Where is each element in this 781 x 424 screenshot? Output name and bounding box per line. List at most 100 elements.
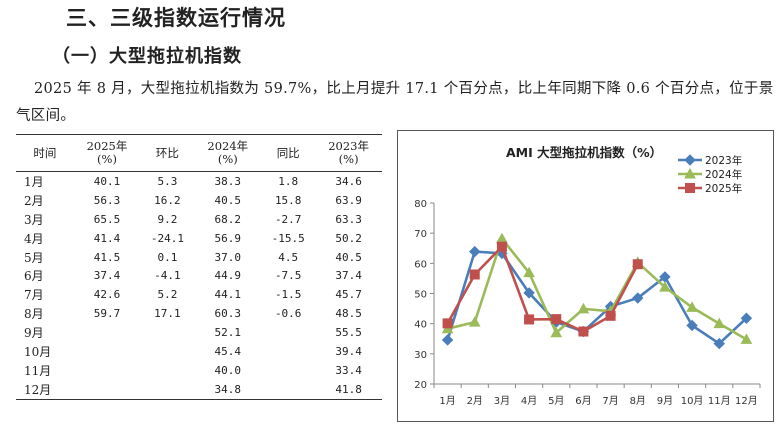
legend-label: 2024年 bbox=[705, 168, 742, 181]
cell-y2025: 37.4 bbox=[93, 269, 121, 283]
chart-title: AMI 大型拖拉机指数（%） bbox=[506, 145, 662, 160]
table-row: 11月 40.0 33.4 bbox=[16, 361, 382, 380]
cell-month: 7月 bbox=[24, 288, 44, 303]
data-point bbox=[713, 317, 726, 329]
x-tick-label: 8月 bbox=[630, 395, 646, 407]
y-tick-label: 60 bbox=[414, 259, 427, 270]
cell-yoy bbox=[261, 379, 316, 400]
cell-yoy bbox=[261, 323, 315, 342]
cell-y2024: 37.0 bbox=[214, 250, 242, 264]
cell-y2024: 44.1 bbox=[214, 288, 242, 302]
cell-yoy: -15.5 bbox=[271, 231, 305, 245]
data-point bbox=[577, 302, 590, 314]
cell-y2023: 45.7 bbox=[335, 288, 362, 302]
cell-y2024: 44.9 bbox=[214, 269, 242, 283]
x-tick-label: 4月 bbox=[521, 395, 537, 407]
data-point bbox=[524, 314, 535, 325]
table-row: 6月 37.4 -4.1 44.9 -7.5 37.4 bbox=[16, 266, 382, 285]
cell-y2024: 38.3 bbox=[214, 174, 242, 188]
cell-yoy: 4.5 bbox=[278, 250, 299, 264]
cell-mom bbox=[140, 342, 194, 361]
y-tick-label: 80 bbox=[414, 199, 427, 210]
data-point bbox=[523, 287, 535, 299]
cell-yoy: -0.6 bbox=[274, 307, 302, 321]
cell-month: 10月 bbox=[24, 344, 52, 359]
cell-y2025: 65.5 bbox=[93, 212, 121, 226]
cell-y2023: 63.3 bbox=[335, 212, 362, 226]
cell-mom: 9.2 bbox=[157, 212, 178, 226]
cell-yoy bbox=[261, 342, 315, 361]
cell-y2025 bbox=[74, 323, 141, 342]
data-point bbox=[550, 326, 563, 338]
x-tick-label: 7月 bbox=[602, 395, 618, 407]
cell-yoy: -7.5 bbox=[274, 269, 302, 283]
data-point bbox=[469, 245, 481, 258]
cell-y2024: 40.5 bbox=[214, 193, 242, 207]
cell-y2025: 40.1 bbox=[93, 174, 121, 188]
legend-marker bbox=[684, 154, 696, 166]
chart-container: AMI 大型拖拉机指数（%） 2023年 2024年 2025年 20 30 40 50 6… bbox=[397, 130, 774, 422]
cell-month: 1月 bbox=[24, 174, 44, 189]
cell-y2023: 55.5 bbox=[335, 326, 362, 340]
table-header-row: 时间 2025年 (%) 环比 2024年 (%) 同比 2023年 (%) bbox=[16, 134, 382, 172]
section-heading: 三、三级指数运行情况 bbox=[66, 6, 286, 30]
cell-y2025: 41.4 bbox=[93, 231, 121, 245]
data-point bbox=[713, 337, 725, 350]
data-point bbox=[686, 301, 698, 312]
legend-label: 2025年 bbox=[705, 182, 742, 195]
cell-y2025: 41.5 bbox=[93, 250, 121, 264]
cell-y2025 bbox=[73, 379, 141, 400]
cell-y2023: 50.2 bbox=[335, 231, 362, 245]
x-tick-label: 11月 bbox=[708, 395, 731, 407]
cell-y2024: 68.2 bbox=[214, 212, 242, 226]
cell-y2024: 45.4 bbox=[214, 344, 242, 358]
cell-yoy: 1.8 bbox=[278, 174, 299, 188]
cell-y2023: 48.5 bbox=[335, 307, 362, 321]
cell-y2023: 39.4 bbox=[335, 344, 362, 358]
data-point bbox=[442, 318, 453, 329]
cell-y2023: 37.4 bbox=[335, 269, 362, 283]
header-2024: 2024年 (%) bbox=[194, 134, 262, 172]
data-point bbox=[496, 241, 507, 252]
series-2 bbox=[442, 241, 643, 337]
summary-paragraph: 2025 年 8 月，大型拖拉机指数为 59.7%，比上月提升 17.1 个百分… bbox=[16, 81, 774, 124]
cell-y2025: 56.3 bbox=[93, 193, 121, 207]
table-row: 4月 41.4 -24.1 56.9 -15.5 50.2 bbox=[16, 229, 382, 248]
table-row: 10月 45.4 39.4 bbox=[16, 342, 382, 361]
cell-mom: -24.1 bbox=[150, 231, 184, 245]
index-table: 时间 2025年 (%) 环比 2024年 (%) 同比 2023年 (%) 1月 40… bbox=[16, 134, 382, 400]
data-point bbox=[551, 314, 562, 325]
data-point bbox=[659, 281, 671, 292]
y-tick-label: 40 bbox=[414, 320, 427, 331]
data-point bbox=[605, 310, 616, 321]
header-2023: 2023年 (%) bbox=[315, 134, 382, 172]
data-point bbox=[740, 333, 753, 344]
cell-y2025 bbox=[74, 342, 141, 361]
cell-mom bbox=[140, 361, 194, 380]
cell-month: 2月 bbox=[24, 193, 44, 208]
series-1 bbox=[441, 232, 753, 344]
table-row: 9月 52.1 55.5 bbox=[16, 323, 382, 342]
data-point bbox=[632, 259, 643, 270]
cell-yoy: -1.5 bbox=[274, 288, 302, 302]
cell-mom bbox=[140, 323, 194, 342]
cell-y2025 bbox=[74, 361, 141, 380]
cell-y2024: 56.9 bbox=[214, 231, 242, 245]
header-month: 时间 bbox=[16, 134, 74, 172]
y-tick-label: 30 bbox=[414, 350, 427, 361]
legend-marker bbox=[685, 183, 695, 193]
cell-month: 5月 bbox=[24, 250, 44, 265]
data-point bbox=[632, 292, 644, 304]
cell-mom bbox=[140, 379, 195, 400]
chart-series bbox=[441, 232, 753, 350]
cell-mom: 5.2 bbox=[157, 288, 178, 302]
table-row: 8月 59.7 17.1 60.3 -0.6 48.5 bbox=[16, 304, 382, 323]
x-tick-label: 1月 bbox=[439, 395, 455, 407]
subsection-heading: （一）大型拖拉机指数 bbox=[52, 46, 242, 67]
data-point bbox=[469, 269, 480, 280]
x-tick-label: 12月 bbox=[735, 395, 758, 407]
header-mom: 环比 bbox=[140, 134, 195, 172]
cell-month: 6月 bbox=[24, 269, 44, 284]
data-point bbox=[523, 266, 535, 278]
cell-yoy: 15.8 bbox=[274, 193, 302, 207]
